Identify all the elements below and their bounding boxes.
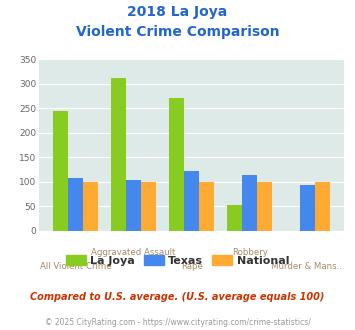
Text: 2018 La Joya: 2018 La Joya — [127, 5, 228, 19]
Bar — [126, 180, 141, 231]
Bar — [83, 182, 98, 231]
Bar — [141, 182, 156, 231]
Text: All Violent Crime: All Violent Crime — [40, 262, 111, 271]
Text: Violent Crime Comparison: Violent Crime Comparison — [76, 25, 279, 39]
Text: Robbery: Robbery — [232, 248, 268, 257]
Bar — [68, 178, 83, 231]
Text: Aggravated Assault: Aggravated Assault — [92, 248, 176, 257]
Bar — [199, 182, 214, 231]
Bar — [315, 182, 331, 231]
Bar — [227, 205, 242, 231]
Bar — [169, 98, 184, 231]
Text: Murder & Mans...: Murder & Mans... — [271, 262, 345, 271]
Bar — [53, 111, 68, 231]
Bar — [111, 78, 126, 231]
Text: Rape: Rape — [181, 262, 203, 271]
Text: Compared to U.S. average. (U.S. average equals 100): Compared to U.S. average. (U.S. average … — [30, 292, 325, 302]
Text: © 2025 CityRating.com - https://www.cityrating.com/crime-statistics/: © 2025 CityRating.com - https://www.city… — [45, 318, 310, 327]
Bar — [242, 175, 257, 231]
Bar — [184, 171, 199, 231]
Bar — [257, 182, 272, 231]
Legend: La Joya, Texas, National: La Joya, Texas, National — [61, 250, 294, 270]
Bar — [300, 185, 315, 231]
